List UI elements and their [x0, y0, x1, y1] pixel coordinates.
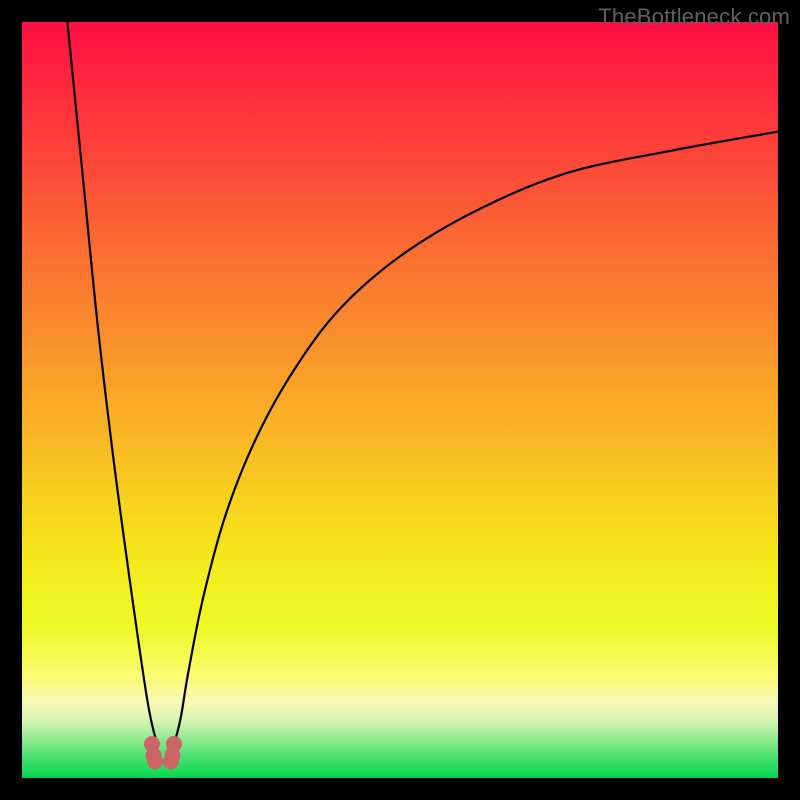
marker-dot — [147, 753, 163, 769]
gradient-chart-svg — [22, 22, 778, 778]
chart-container: TheBottleneck.com — [0, 0, 800, 800]
gradient-background — [22, 22, 778, 778]
plot-area — [22, 22, 778, 778]
watermark-text: TheBottleneck.com — [598, 4, 790, 30]
marker-dot — [166, 736, 182, 752]
